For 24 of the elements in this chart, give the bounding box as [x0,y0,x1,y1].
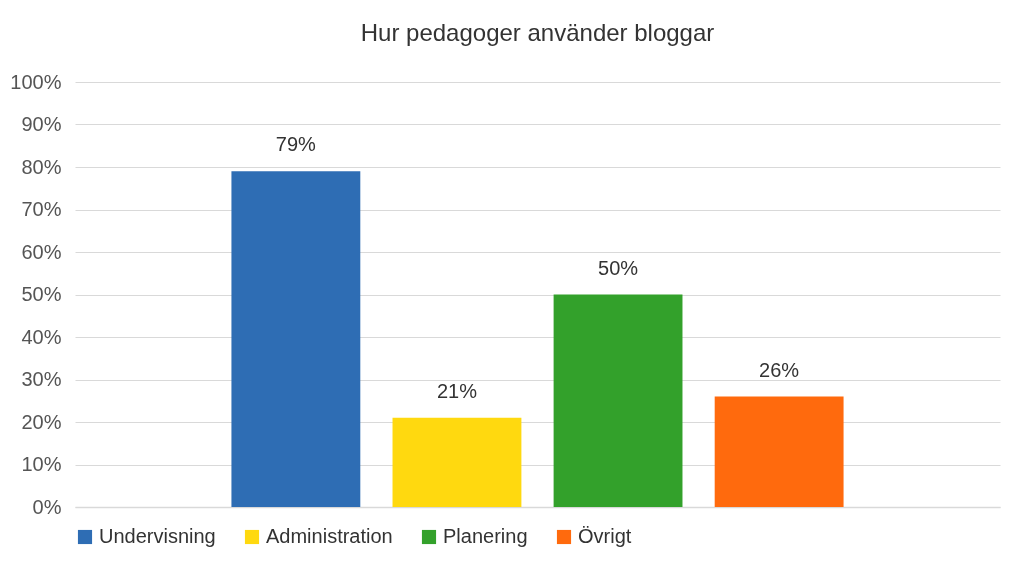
legend-label: Administration [266,525,393,547]
y-tick-label: 90% [21,113,62,135]
data-label: 50% [598,256,639,279]
y-tick-label: 100% [10,70,62,93]
y-tick-label: 40% [21,325,62,348]
y-tick-label: 60% [21,240,62,263]
y-tick-label: 20% [21,410,62,433]
data-label: 79% [275,133,317,156]
data-label: 26% [759,358,800,381]
y-tick-label: 50% [21,283,62,305]
y-tick-label: 30% [21,368,62,390]
bar [553,294,683,507]
y-tick-label: 0% [32,495,62,518]
y-tick-label: 70% [21,198,62,220]
chart-title: Hur pedagoger använder bloggar [360,19,715,46]
bar [714,396,844,507]
y-tick-label: 10% [21,453,62,475]
y-tick-label: 80% [21,155,62,178]
legend-label: Undervisning [99,525,216,547]
legend-label: Planering [443,525,528,547]
data-label: 21% [436,379,478,402]
bar [392,417,522,507]
legend-label: Övrigt [578,525,632,547]
bar [231,171,361,507]
